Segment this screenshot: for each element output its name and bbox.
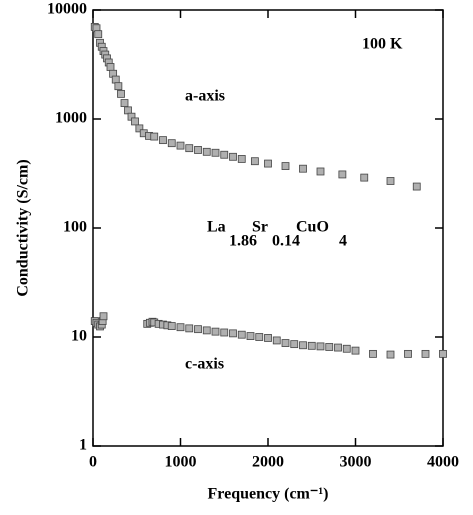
data-point [386,177,395,185]
data-point [351,346,360,355]
data-point [99,312,108,321]
data-point [237,330,246,339]
data-point [421,349,430,358]
data-point [281,162,290,170]
data-point [211,327,220,336]
data-point [159,136,167,145]
data-point [439,349,447,358]
data-point [338,170,347,179]
data-point [237,155,246,163]
data-point [202,147,211,156]
formula-text: CuO [296,219,329,236]
x-tick-label: 0 [89,454,97,471]
y-tick-label: 10000 [47,1,87,18]
data-point [255,333,264,341]
data-point [316,342,325,351]
data-point [281,339,290,347]
x-tick-label: 3000 [340,454,372,471]
data-point [264,159,272,168]
plot-frame [92,9,444,447]
formula-subscript: 1.86 [229,233,257,250]
x-axis-label: Frequency (cm⁻¹) [208,486,329,503]
data-point [220,150,229,159]
x-tick-label: 4000 [427,454,459,471]
data-point [185,324,194,333]
y-axis-label: Conductivity (S/cm) [15,159,32,296]
data-point [120,99,129,107]
formula-text: Sr [252,219,268,236]
data-point [272,336,281,345]
data-point [342,344,351,353]
data-point [412,182,421,191]
data-point [135,124,144,133]
data-point [264,334,272,342]
data-point [185,144,194,153]
y-tick-label: 100 [63,219,87,236]
data-point [176,141,185,150]
data-point [386,350,395,359]
series-label: a-axis [185,88,225,105]
data-point [211,148,220,157]
data-point [114,82,123,91]
data-point [299,164,307,173]
data-point [360,173,369,182]
data-point [176,323,185,332]
data-point [150,132,159,141]
y-tick-label: 1 [79,437,87,454]
data-point [369,349,377,358]
formula-text: La [207,219,226,236]
x-tick-label: 1000 [165,454,197,471]
data-point [94,30,103,39]
data-point [167,322,176,330]
data-point [111,75,120,84]
annotation: 100 K [362,36,403,53]
data-point [299,341,307,350]
y-tick-label: 10 [71,328,87,345]
data-point [229,152,237,161]
data-point [290,340,299,349]
data-point [131,117,139,126]
data-point [106,63,115,71]
data-point [194,325,202,334]
y-tick-label: 1000 [55,110,87,127]
data-point [167,139,176,148]
data-point [325,343,334,351]
data-point [194,146,202,154]
series-label: c-axis [185,356,224,373]
data-point [250,157,259,166]
data-point [404,349,412,358]
formula-subscript: 4 [339,233,347,250]
data-point [316,167,325,176]
data-point [307,341,316,350]
data-point [334,343,342,352]
data-point [117,89,125,98]
data-point [202,326,211,335]
formula-subscript: 0.14 [272,233,300,250]
data-point [229,329,237,338]
data-point [246,332,255,340]
x-tick-label: 2000 [252,454,284,471]
data-point [220,328,229,337]
